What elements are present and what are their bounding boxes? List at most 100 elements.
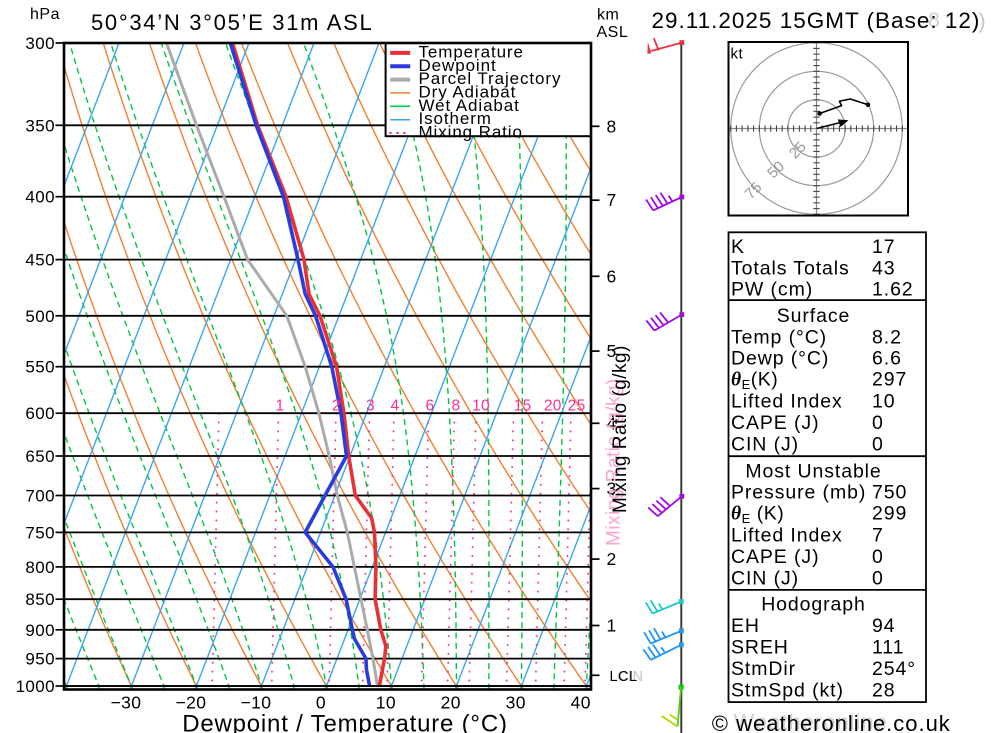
svg-text:Temperature: Temperature	[419, 43, 524, 62]
svg-text:50°34’N 3°05’E 31m ASL: 50°34’N 3°05’E 31m ASL	[91, 10, 373, 35]
svg-text:Lifted Index: Lifted Index	[731, 391, 843, 413]
svg-text:400: 400	[25, 188, 55, 207]
svg-text:17: 17	[872, 236, 896, 258]
svg-text:700: 700	[25, 487, 55, 506]
svg-text:Weatheronline: Weatheronline	[734, 710, 888, 733]
svg-text:800: 800	[25, 558, 55, 577]
svg-text:30: 30	[506, 693, 526, 713]
svg-text:Temp (°C): Temp (°C)	[731, 326, 827, 348]
svg-text:1: 1	[276, 398, 285, 415]
svg-text:8: 8	[452, 398, 461, 415]
svg-text:450: 450	[25, 251, 55, 270]
svg-text:1000: 1000	[16, 677, 55, 696]
svg-text:Mixing Ratio (g/kg): Mixing Ratio (g/kg)	[604, 378, 625, 546]
svg-text:K: K	[731, 236, 745, 258]
svg-text:1: 1	[607, 616, 617, 636]
svg-text:Parcel Trajectory: Parcel Trajectory	[419, 69, 562, 88]
svg-text:10: 10	[872, 391, 896, 413]
svg-text:0: 0	[872, 546, 884, 568]
svg-text:LCL: LCL	[610, 669, 638, 685]
svg-text:600: 600	[25, 404, 55, 423]
svg-text:900: 900	[25, 621, 55, 640]
svg-text:CIN (J): CIN (J)	[731, 434, 799, 456]
svg-text:300: 300	[25, 34, 55, 53]
svg-text:6: 6	[426, 398, 435, 415]
svg-text:10: 10	[376, 693, 396, 713]
svg-text:350: 350	[25, 116, 55, 135]
svg-text:2: 2	[607, 549, 617, 569]
svg-text:4: 4	[391, 398, 400, 415]
svg-text:Mixing Ratio (g/kg): Mixing Ratio (g/kg)	[610, 345, 631, 513]
svg-text:6: 6	[607, 266, 617, 286]
svg-text:8: 8	[928, 8, 940, 32]
svg-text:Mixing Ratio: Mixing Ratio	[419, 123, 523, 142]
svg-text:15: 15	[514, 398, 532, 415]
svg-text:CIN (J): CIN (J)	[731, 567, 799, 589]
svg-text:43: 43	[872, 257, 896, 279]
svg-text:SREH: SREH	[731, 637, 789, 659]
svg-text:Surface: Surface	[777, 305, 851, 327]
svg-text:kt: kt	[731, 46, 744, 63]
svg-text:© weatheronline.co.uk: © weatheronline.co.uk	[712, 711, 951, 733]
svg-text:20: 20	[544, 398, 562, 415]
svg-text:5: 5	[607, 341, 617, 361]
svg-text:28: 28	[872, 680, 896, 702]
svg-text:8: 8	[607, 116, 617, 136]
svg-text:Dewpoint / Temperature (°C): Dewpoint / Temperature (°C)	[182, 711, 508, 733]
svg-text:hPa: hPa	[30, 6, 60, 23]
svg-text:94: 94	[872, 615, 896, 637]
svg-text:297: 297	[872, 369, 907, 391]
svg-text:7: 7	[872, 524, 884, 546]
svg-text:0: 0	[872, 567, 884, 589]
svg-text:EH: EH	[731, 615, 760, 637]
svg-text:29.11.2025 15GMT (Base: 12): 29.11.2025 15GMT (Base: 12)	[652, 8, 981, 33]
svg-text:PW (cm): PW (cm)	[731, 278, 813, 300]
svg-text:Most Unstable: Most Unstable	[745, 460, 881, 482]
svg-text:θE (K): θE (K)	[731, 503, 784, 527]
svg-text:Dry Adiabat: Dry Adiabat	[419, 83, 517, 102]
svg-text:km: km	[597, 7, 619, 24]
svg-text:4: 4	[607, 413, 617, 433]
svg-text:1.62: 1.62	[872, 278, 914, 300]
svg-text:θE(K): θE(K)	[731, 369, 778, 393]
svg-text:10: 10	[472, 398, 490, 415]
svg-text:−30: −30	[111, 693, 142, 713]
svg-text:0: 0	[872, 434, 884, 456]
svg-text:650: 650	[25, 447, 55, 466]
svg-text:Wet Adiabat: Wet Adiabat	[419, 96, 520, 115]
svg-text:StmSpd (kt): StmSpd (kt)	[731, 680, 844, 702]
svg-text:850: 850	[25, 590, 55, 609]
svg-text:3: 3	[607, 479, 617, 499]
svg-text:25: 25	[568, 398, 586, 415]
svg-text:40: 40	[571, 693, 591, 713]
svg-text:750: 750	[25, 523, 55, 542]
svg-text:750: 750	[872, 482, 907, 504]
svg-text:ASL: ASL	[597, 24, 629, 41]
svg-text:111: 111	[872, 637, 904, 659]
svg-text:): )	[979, 9, 986, 33]
svg-text:CAPE (J): CAPE (J)	[731, 546, 819, 568]
svg-text:Dewpoint: Dewpoint	[419, 56, 497, 75]
svg-text:500: 500	[25, 307, 55, 326]
svg-text:Pressure (mb): Pressure (mb)	[731, 482, 866, 504]
svg-text:6.6: 6.6	[872, 348, 902, 370]
svg-text:0: 0	[872, 412, 884, 434]
svg-text:Isotherm: Isotherm	[419, 109, 492, 128]
svg-text:20: 20	[441, 693, 461, 713]
svg-text:2: 2	[332, 398, 341, 415]
svg-text:−10: −10	[240, 693, 271, 713]
svg-text:Dewp (°C): Dewp (°C)	[731, 348, 829, 370]
svg-text:3: 3	[366, 398, 375, 415]
svg-text:254°: 254°	[872, 658, 916, 680]
svg-text:8.2: 8.2	[872, 326, 902, 348]
svg-text:StmDir: StmDir	[731, 658, 796, 680]
svg-text:Lifted Index: Lifted Index	[731, 524, 843, 546]
svg-text:0: 0	[316, 693, 326, 713]
svg-text:−20: −20	[176, 693, 207, 713]
svg-text:CAPE (J): CAPE (J)	[731, 412, 819, 434]
svg-text:CIN: CIN	[617, 669, 643, 685]
svg-text:550: 550	[25, 358, 55, 377]
svg-text:299: 299	[872, 503, 907, 525]
svg-text:Totals Totals: Totals Totals	[731, 257, 850, 279]
svg-text::: :	[945, 8, 951, 32]
